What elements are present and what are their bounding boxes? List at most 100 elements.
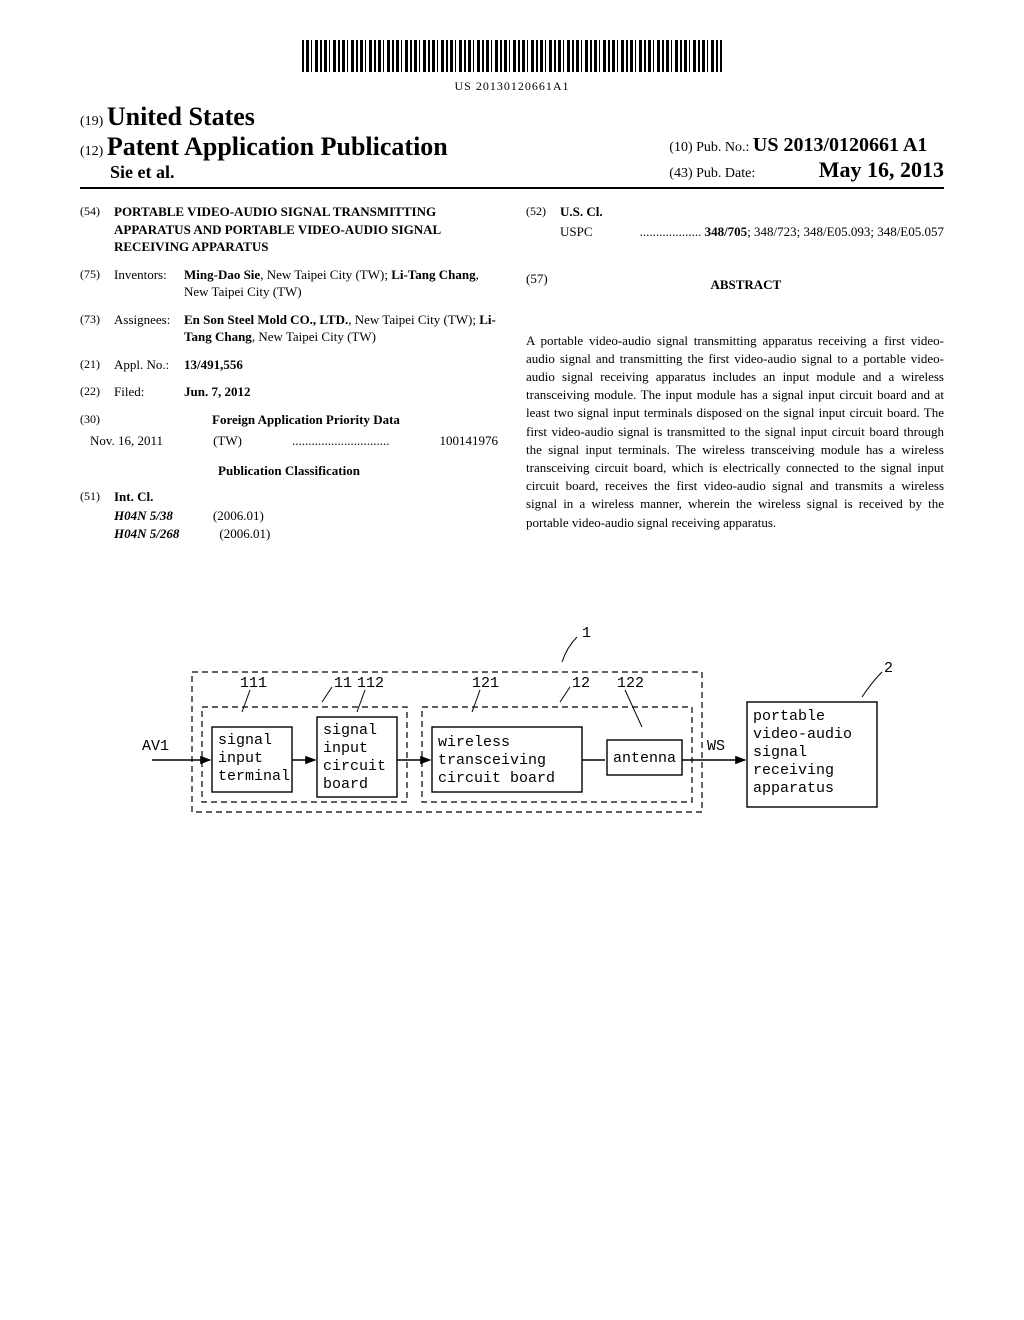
box111-l1: signal — [218, 732, 272, 749]
pub-date: May 16, 2013 — [819, 157, 944, 183]
uspc-rest: ; 348/723; 348/E05.093; 348/E05.057 — [747, 224, 944, 239]
intcl2-ver: (2006.01) — [219, 525, 270, 543]
patent-page: US 20130120661A1 (19) United States (12)… — [0, 0, 1024, 912]
field-30: (30) Foreign Application Priority Data — [80, 411, 498, 429]
assignees-value: En Son Steel Mold CO., LTD., New Taipei … — [184, 311, 498, 346]
box121-l2: transceiving — [438, 752, 546, 769]
num-22: (22) — [80, 383, 114, 401]
barcode-number: US 20130120661A1 — [80, 79, 944, 94]
priority-dots: .............................. — [292, 432, 390, 450]
field-51: (51) Int. Cl. — [80, 488, 498, 506]
uspc-dots: ................... — [640, 224, 702, 239]
num-75: (75) — [80, 266, 114, 301]
ref-122: 122 — [617, 675, 644, 692]
pub-classification-heading: Publication Classification — [80, 462, 498, 480]
intcl1-ver: (2006.01) — [213, 507, 264, 525]
intcl-label: Int. Cl. — [114, 489, 153, 504]
box112-l2: input — [323, 740, 368, 757]
uscl-label: U.S. Cl. — [560, 204, 603, 219]
publication-title: Patent Application Publication — [107, 132, 448, 161]
box121-l1: wireless — [438, 734, 510, 751]
num-51: (51) — [80, 488, 114, 506]
field-22: (22) Filed: Jun. 7, 2012 — [80, 383, 498, 401]
inventor-2: Li-Tang Chang — [391, 267, 475, 282]
pub-number: US 2013/0120661 A1 — [753, 134, 927, 156]
invention-title: PORTABLE VIDEO-AUDIO SIGNAL TRANSMITTING… — [114, 203, 498, 256]
priority-number: 100141976 — [439, 432, 498, 450]
uspc-line: USPC ................... 348/705; 348/72… — [560, 223, 944, 241]
num-21: (21) — [80, 356, 114, 374]
inventors-value: Ming-Dao Sie, New Taipei City (TW); Li-T… — [184, 266, 498, 301]
appl-number: 13/491,556 — [184, 357, 243, 372]
box112-l3: circuit — [323, 758, 386, 775]
num-52: (52) — [526, 203, 560, 221]
priority-date: Nov. 16, 2011 — [90, 432, 163, 450]
ref-11: 11 — [334, 675, 352, 692]
box111-l2: input — [218, 750, 263, 767]
box2-l3: signal — [753, 744, 807, 761]
box2-l1: portable — [753, 708, 825, 725]
box2-l5: apparatus — [753, 780, 834, 797]
header-right: (10) Pub. No.: US 2013/0120661 A1 (43) P… — [669, 134, 944, 183]
code-19: (19) — [80, 114, 103, 129]
box2-l4: receiving — [753, 762, 834, 779]
num-54: (54) — [80, 203, 114, 256]
right-column: (52) U.S. Cl. USPC ................... 3… — [526, 203, 944, 542]
intcl-row-2: H04N 5/268 (2006.01) — [114, 525, 498, 543]
field-52: (52) U.S. Cl. — [526, 203, 944, 221]
ref-112: 112 — [357, 675, 384, 692]
authors-line: Sie et al. — [80, 162, 448, 183]
ref-1: 1 — [582, 625, 591, 642]
ref-2: 2 — [884, 660, 893, 677]
intcl-row-1: H04N 5/38 (2006.01) — [114, 507, 498, 525]
box121-l3: circuit board — [438, 770, 555, 787]
uspc-main: 348/705 — [705, 224, 748, 239]
ref-111: 111 — [240, 675, 267, 692]
box112-l1: signal — [323, 722, 377, 739]
label-filed: Filed: — [114, 383, 184, 401]
field-73: (73) Assignees: En Son Steel Mold CO., L… — [80, 311, 498, 346]
box122-label: antenna — [613, 750, 676, 767]
foreign-priority-heading: Foreign Application Priority Data — [114, 411, 498, 429]
priority-row: Nov. 16, 2011 (TW) .....................… — [90, 432, 498, 450]
num-73: (73) — [80, 311, 114, 346]
code-43: (43) — [669, 166, 692, 181]
filed-date: Jun. 7, 2012 — [184, 384, 250, 399]
barcode-area: US 20130120661A1 — [80, 40, 944, 94]
header-row: (19) United States (12) Patent Applicati… — [80, 102, 944, 189]
field-75: (75) Inventors: Ming-Dao Sie, New Taipei… — [80, 266, 498, 301]
intcl1-code: H04N 5/38 — [114, 507, 173, 525]
biblio-columns: (54) PORTABLE VIDEO-AUDIO SIGNAL TRANSMI… — [80, 203, 944, 542]
label-inventors: Inventors: — [114, 266, 184, 301]
barcode-graphic — [302, 40, 722, 72]
priority-country: (TW) — [213, 432, 242, 450]
abstract-text: A portable video-audio signal transmitti… — [526, 332, 944, 532]
field-21: (21) Appl. No.: 13/491,556 — [80, 356, 498, 374]
ref-121: 121 — [472, 675, 499, 692]
num-30: (30) — [80, 411, 114, 429]
box111-l3: terminal — [218, 768, 290, 785]
uspc-label: USPC — [560, 223, 593, 241]
box112-l4: board — [323, 776, 368, 793]
pubno-label: Pub. No.: — [696, 140, 749, 155]
code-10: (10) — [669, 140, 692, 155]
pubdate-label: Pub. Date: — [696, 166, 755, 181]
label-ws: WS — [707, 738, 725, 755]
box2-l2: video-audio — [753, 726, 852, 743]
abstract-heading: ABSTRACT — [548, 276, 944, 294]
header-left: (19) United States (12) Patent Applicati… — [80, 102, 448, 183]
label-av1: AV1 — [142, 738, 169, 755]
field-57: (57) ABSTRACT — [526, 270, 944, 312]
ref-12: 12 — [572, 675, 590, 692]
num-57: (57) — [526, 270, 548, 312]
assignee-1: En Son Steel Mold CO., LTD. — [184, 312, 348, 327]
code-12: (12) — [80, 144, 103, 159]
inventor-1: Ming-Dao Sie — [184, 267, 260, 282]
label-assignees: Assignees: — [114, 311, 184, 346]
label-applno: Appl. No.: — [114, 356, 184, 374]
field-54: (54) PORTABLE VIDEO-AUDIO SIGNAL TRANSMI… — [80, 203, 498, 256]
country: United States — [107, 102, 255, 131]
left-column: (54) PORTABLE VIDEO-AUDIO SIGNAL TRANSMI… — [80, 203, 498, 542]
block-diagram: 1 11 111 112 12 121 122 signal input ter… — [80, 612, 944, 852]
intcl2-code: H04N 5/268 — [114, 525, 179, 543]
